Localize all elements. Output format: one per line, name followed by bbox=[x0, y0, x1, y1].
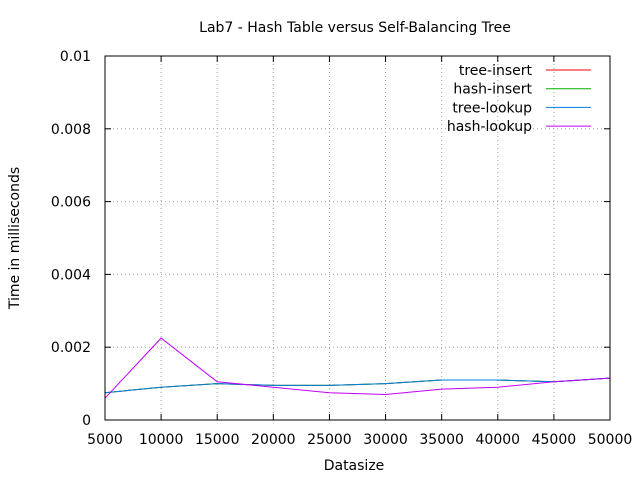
x-tick-label: 30000 bbox=[363, 432, 408, 448]
plot-frame bbox=[104, 55, 611, 421]
series-lines bbox=[104, 337, 611, 399]
legend-label: hash-insert bbox=[453, 82, 532, 98]
x-tick-label: 50000 bbox=[588, 432, 633, 448]
legend: tree-insert hash-insert tree-lookup hash-lo… bbox=[447, 63, 591, 135]
y-axis-label: Time in milliseconds bbox=[7, 167, 23, 310]
x-tick-label: 15000 bbox=[195, 432, 240, 448]
x-tick-label: 5000 bbox=[87, 432, 123, 448]
series-line-tree-insert bbox=[104, 377, 611, 394]
legend-label: tree-lookup bbox=[452, 100, 532, 116]
y-tick-label: 0.006 bbox=[51, 195, 91, 211]
x-tick-label: 35000 bbox=[419, 432, 464, 448]
legend-label: tree-insert bbox=[459, 63, 533, 79]
x-axis-label: Datasize bbox=[324, 458, 385, 474]
x-tick-label: 45000 bbox=[532, 432, 577, 448]
y-tick-label: 0.004 bbox=[51, 267, 91, 283]
chart-title: Lab7 - Hash Table versus Self-Balancing … bbox=[199, 20, 511, 36]
series-line-hash-insert bbox=[104, 377, 611, 394]
x-tick-label: 40000 bbox=[476, 432, 521, 448]
x-tick-label: 20000 bbox=[251, 432, 296, 448]
x-tick-label: 10000 bbox=[139, 432, 184, 448]
y-tick-label: 0.002 bbox=[51, 340, 91, 356]
y-tick-label: 0.008 bbox=[51, 122, 91, 138]
x-tick-label: 25000 bbox=[307, 432, 352, 448]
legend-label: hash-lookup bbox=[447, 119, 532, 135]
y-tick-label: 0.01 bbox=[60, 49, 91, 65]
series-line-tree-lookup bbox=[104, 377, 611, 394]
y-tick-label: 0 bbox=[82, 413, 91, 429]
axis-ticks: 5000 10000 15000 20000 25000 30000 35000 40000 4… bbox=[51, 49, 632, 448]
series-line-hash-lookup bbox=[104, 337, 611, 399]
grid bbox=[105, 56, 610, 420]
